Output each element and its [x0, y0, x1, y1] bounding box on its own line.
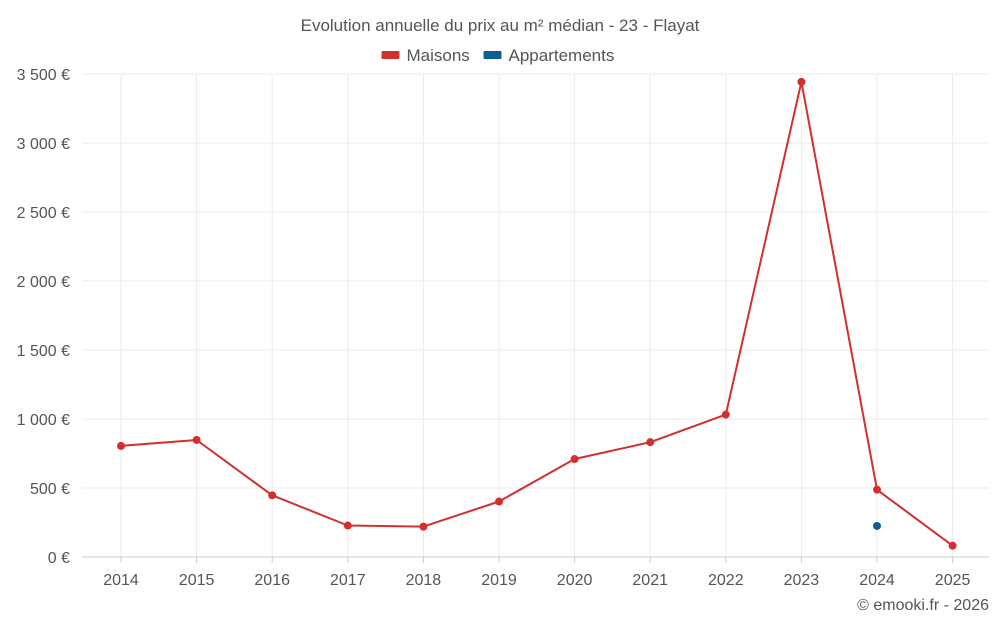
data-point-maisons: [873, 485, 881, 494]
data-point-maisons: [797, 77, 806, 86]
legend-swatch: [381, 51, 400, 59]
y-tick-label: 0 €: [48, 550, 70, 567]
x-tick-label: 2014: [103, 572, 139, 589]
data-point-maisons: [419, 522, 428, 531]
data-point-maisons: [192, 435, 201, 444]
legend-item-appartements: Appartements: [483, 46, 615, 65]
x-tick-label: 2025: [935, 572, 971, 589]
x-tick-label: 2016: [254, 572, 290, 589]
x-tick-label: 2019: [481, 572, 517, 589]
x-tick-label: 2017: [330, 572, 366, 589]
data-point-maisons: [948, 541, 957, 550]
grid: [82, 73, 989, 557]
y-tick-label: 2 500 €: [17, 205, 70, 222]
legend: Maisons Appartements: [381, 46, 615, 65]
y-tick-label: 500 €: [30, 481, 70, 498]
data-point-maisons: [721, 410, 730, 419]
axes: 0 € 500 € 1 000 € 1 500 € 2 000 € 2 500 € 3 00…: [17, 67, 989, 589]
credit-text: © emooki.fr - 2026: [857, 597, 989, 614]
data-point-appartements: [873, 521, 881, 530]
series-line-maisons: [120, 80, 954, 547]
legend-item-maisons: Maisons: [381, 46, 470, 65]
x-tick-label: 2022: [708, 572, 744, 589]
y-tick-label: 1 000 €: [17, 412, 70, 429]
data-point-maisons: [343, 521, 352, 530]
x-tick-label: 2015: [179, 572, 215, 589]
series-appartements: [873, 521, 881, 530]
data-point-maisons: [570, 455, 579, 464]
x-tick-label: 2018: [406, 572, 442, 589]
y-tick-label: 2 000 €: [17, 274, 70, 291]
series: [117, 77, 957, 550]
y-tick-label: 3 000 €: [17, 136, 70, 153]
data-point-maisons: [495, 497, 503, 506]
legend-label: Maisons: [407, 46, 470, 65]
chart-title: Evolution annuelle du prix au m² médian …: [301, 16, 700, 35]
y-tick-label: 3 500 €: [17, 67, 70, 84]
x-tick-label: 2021: [632, 572, 668, 589]
x-tick-label: 2020: [557, 572, 593, 589]
data-point-maisons: [268, 491, 277, 500]
series-maisons: [117, 77, 957, 550]
y-tick-label: 1 500 €: [17, 343, 70, 360]
x-tick-label: 2024: [859, 572, 895, 589]
legend-label: Appartements: [509, 46, 615, 65]
data-point-maisons: [117, 441, 125, 450]
legend-swatch: [483, 51, 502, 59]
data-point-maisons: [646, 438, 655, 447]
x-tick-label: 2023: [784, 572, 820, 589]
